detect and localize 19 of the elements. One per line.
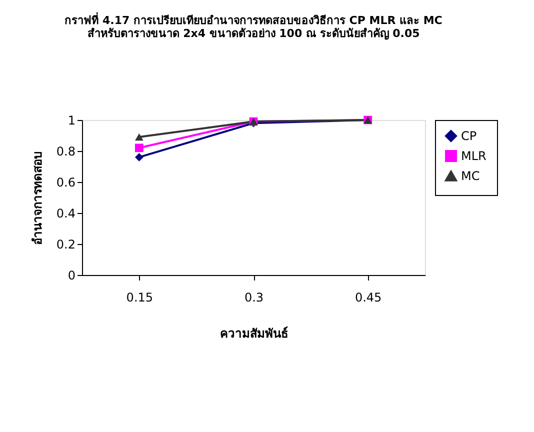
legend-label: MLR <box>461 149 486 163</box>
text: กราฟที่ 4.17 การเปรียบเทียบอำนาจการทดสอบของวิธีการ CP MLR และ MC <box>64 14 442 27</box>
y-tick-label: 0.8 <box>56 144 76 158</box>
y-tick-label: 1 <box>68 114 76 128</box>
point <box>134 153 144 162</box>
y-tick-label: 0 <box>68 268 76 282</box>
x-tick-label: 0.45 <box>354 290 382 304</box>
x-tick-label: 0.3 <box>244 290 264 304</box>
x-axis-title: ความสัมพันธ์ <box>220 326 288 340</box>
legend-label: MC <box>461 169 480 183</box>
point <box>134 133 144 141</box>
point <box>134 144 144 152</box>
legend-label: CP <box>461 129 477 143</box>
y-tick-label: 0.2 <box>56 238 76 252</box>
y-axis-title: อำนาจการทดสอบ <box>30 151 44 245</box>
y-tick-label: 0.6 <box>56 176 76 190</box>
y-tick-label: 0.4 <box>56 206 76 220</box>
x-tick-label: 0.15 <box>126 290 154 304</box>
text: สำหรับตารางขนาด 2x4 ขนาดตัวอย่าง 100 ณ ระดับนัยสำคัญ 0.05 <box>87 27 420 40</box>
